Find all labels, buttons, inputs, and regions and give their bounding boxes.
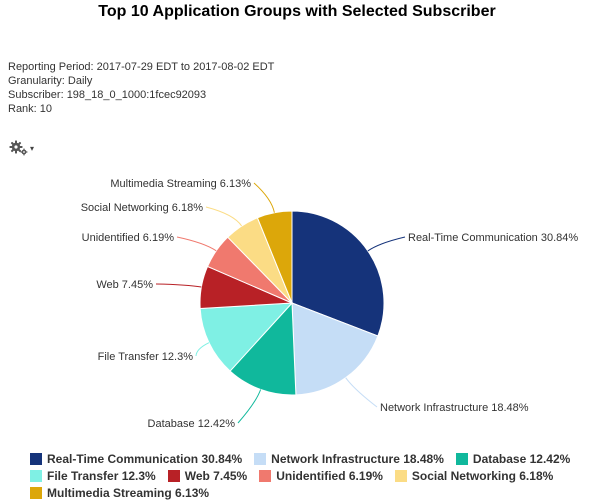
slice-label: Web 7.45%	[96, 279, 153, 291]
granularity: Granularity: Daily	[8, 75, 93, 87]
legend-item[interactable]: Unidentified 6.19%	[259, 469, 383, 483]
legend-item[interactable]: Real-Time Communication 30.84%	[30, 452, 242, 466]
subscriber: Subscriber: 198_18_0_1000:1fcec92093	[8, 89, 207, 101]
slice-connector	[237, 389, 262, 424]
legend-label: Web 7.45%	[184, 468, 248, 483]
legend-item[interactable]: Multimedia Streaming 6.13%	[30, 486, 209, 500]
chart-title: Top 10 Application Groups with Selected …	[98, 3, 496, 20]
legend-label: Social Networking 6.18%	[411, 468, 554, 483]
slice-connector	[195, 342, 210, 357]
slice-connector	[176, 236, 217, 252]
slice-label: Real-Time Communication 30.84%	[408, 232, 578, 244]
slice-connector	[345, 377, 378, 408]
slice-label: Social Networking 6.18%	[81, 202, 204, 214]
rank: Rank: 10	[8, 103, 53, 115]
pie-slice-multimedia-streaming[interactable]	[256, 210, 293, 304]
pie-chart: Real-Time Communication 30.84% Network In…	[81, 178, 579, 430]
legend-swatch	[30, 452, 42, 465]
gear-icon	[9, 140, 28, 156]
legend-swatch	[254, 452, 267, 465]
slice-connector	[367, 236, 406, 252]
slice-connector	[253, 182, 275, 213]
legend-label: Multimedia Streaming 6.13%	[47, 485, 210, 500]
legend-label: Real-Time Communication 30.84%	[47, 451, 243, 466]
slice-label: Network Infrastructure 18.48%	[380, 402, 529, 414]
legend-label: File Transfer 12.3%	[47, 468, 156, 483]
legend-label: Unidentified 6.19%	[276, 468, 383, 483]
report-metadata: Reporting Period: 2017-07-29 EDT to 2017…	[8, 60, 274, 116]
legend-swatch	[30, 486, 42, 499]
slice-connector	[205, 206, 243, 227]
legend-item[interactable]: Network Infrastructure 18.48%	[254, 452, 444, 466]
slice-label: Database 12.42%	[148, 418, 236, 430]
pie-slice-database[interactable]	[229, 301, 297, 396]
legend-swatch	[167, 469, 180, 482]
legend-item[interactable]: Web 7.45%	[167, 468, 248, 483]
slice-label: Multimedia Streaming 6.13%	[110, 178, 251, 190]
legend-label: Database 12.42%	[472, 451, 571, 466]
chart-legend: Real-Time Communication 30.84% Network In…	[30, 450, 590, 501]
legend-item[interactable]: Social Networking 6.18%	[394, 468, 554, 483]
chevron-down-icon: ▾	[30, 143, 35, 153]
legend-label: Network Infrastructure 18.48%	[271, 451, 444, 466]
legend-item[interactable]: File Transfer 12.3%	[30, 469, 156, 483]
legend-swatch	[30, 469, 42, 482]
slice-label: File Transfer 12.3%	[98, 351, 194, 363]
pie-slice-real-time-communication[interactable]	[291, 210, 385, 337]
chart-options-button[interactable]: ▾	[9, 138, 39, 158]
legend-swatch	[394, 469, 407, 482]
slice-connector	[155, 283, 202, 288]
reporting-period: Reporting Period: 2017-07-29 EDT to 2017…	[8, 61, 275, 73]
pie-slice-file-transfer[interactable]	[199, 302, 294, 372]
pie-slice-network-infrastructure[interactable]	[291, 302, 379, 396]
legend-swatch	[259, 469, 272, 482]
legend-swatch	[455, 452, 468, 465]
slice-label: Unidentified 6.19%	[82, 232, 175, 244]
legend-item[interactable]: Database 12.42%	[455, 451, 571, 466]
